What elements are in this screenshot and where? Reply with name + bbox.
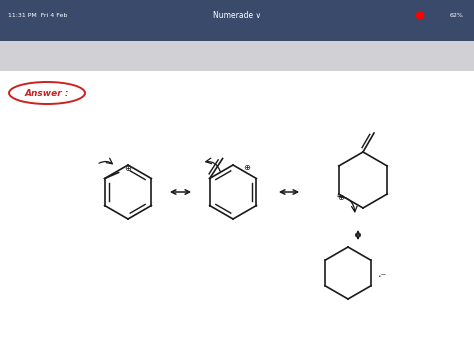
Text: Numerade ∨: Numerade ∨	[213, 11, 261, 20]
Text: 62%: 62%	[450, 13, 464, 18]
Bar	[0, 41, 474, 71]
Circle shape	[417, 12, 423, 19]
Bar	[0, 0, 474, 41]
Text: 11:31 PM  Fri 4 Feb: 11:31 PM Fri 4 Feb	[8, 13, 67, 18]
Text: ⊕: ⊕	[124, 164, 131, 173]
Text: ⊕: ⊕	[337, 193, 345, 202]
Text: Answer :: Answer :	[25, 88, 69, 98]
Ellipse shape	[9, 82, 85, 104]
Bar	[0, 71, 474, 355]
Text: ⋅⁻: ⋅⁻	[377, 272, 387, 282]
Text: ⊕: ⊕	[244, 163, 250, 171]
